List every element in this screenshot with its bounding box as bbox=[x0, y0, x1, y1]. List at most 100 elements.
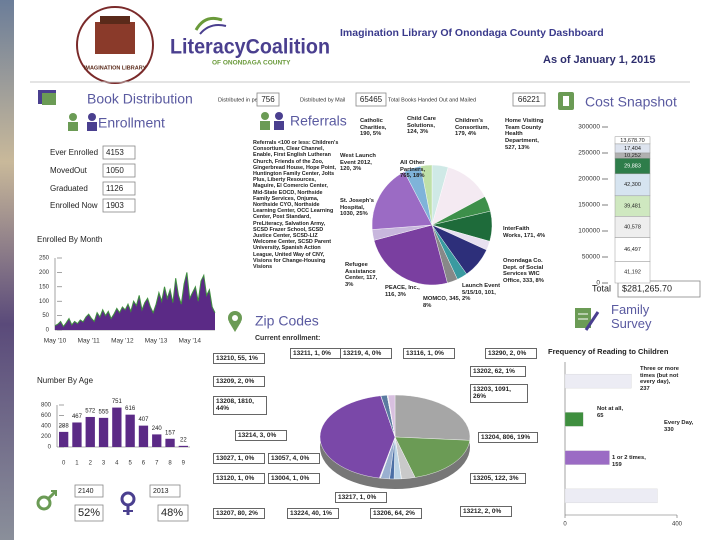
bar bbox=[564, 373, 632, 389]
slice-label: 13224, 40, 1% bbox=[287, 508, 339, 520]
survey-icon bbox=[575, 308, 600, 331]
segment-label: 13,678.70 bbox=[620, 138, 644, 144]
bar-label: Three or more times (but not every day),… bbox=[640, 366, 679, 392]
y-tick-label: 50 bbox=[42, 313, 49, 319]
value-box bbox=[102, 198, 136, 213]
value-box bbox=[74, 484, 104, 498]
x-tick-label: 7 bbox=[155, 461, 159, 467]
x-tick-label: 6 bbox=[142, 461, 146, 467]
value-label: 467 bbox=[72, 414, 83, 420]
x-tick-label: 9 bbox=[182, 461, 186, 467]
bar bbox=[152, 434, 162, 447]
segment-label: 10,252 bbox=[624, 153, 641, 159]
slice-label: 13219, 4, 0% bbox=[340, 348, 392, 360]
bar bbox=[178, 445, 189, 447]
slice-label: 13004, 1, 0% bbox=[268, 473, 320, 485]
pie-slice bbox=[319, 395, 396, 479]
x-tick-label: 1 bbox=[75, 461, 79, 467]
pie-slice bbox=[394, 394, 471, 441]
dashboard-title: Imagination Library Of Onondaga County D… bbox=[340, 27, 604, 39]
slice-label: 13209, 2, 0% bbox=[213, 376, 265, 388]
bar bbox=[112, 407, 122, 447]
y-tick-label: 400 bbox=[41, 424, 52, 430]
slice-label: 13203, 1091, 26% bbox=[470, 384, 528, 403]
segment-label: 46,497 bbox=[624, 247, 641, 253]
x-tick-label: 8 bbox=[168, 461, 172, 467]
bar-label: 1 or 2 times, 159 bbox=[612, 455, 646, 468]
slice-label: InterFaith Works, 171, 4% bbox=[503, 226, 546, 239]
field-label: Distributed in person bbox=[218, 97, 268, 103]
y-tick-label: 250000 bbox=[578, 150, 600, 157]
x-tick-label: 5 bbox=[128, 461, 132, 467]
y-tick-label: 0 bbox=[46, 328, 50, 334]
logo-swoosh bbox=[194, 16, 223, 31]
gender-percent: 48% bbox=[161, 507, 183, 519]
segment-label: 17,404 bbox=[624, 146, 641, 152]
slice-label: Catholic Charities, 190, 5% bbox=[360, 118, 387, 138]
slice-label: All Other Partners, 765, 18% bbox=[400, 160, 426, 180]
total-label: Total bbox=[592, 283, 611, 293]
slice-label: 13208, 1810, 44% bbox=[213, 396, 267, 415]
value-label: 616 bbox=[125, 406, 136, 412]
slice-label: 13027, 1, 0% bbox=[213, 453, 265, 465]
female-icon bbox=[120, 491, 136, 515]
x-tick-label: May '11 bbox=[78, 338, 100, 345]
section-title: Book Distribution bbox=[87, 91, 193, 107]
slice-label: Home Visiting Team County Health Departm… bbox=[505, 118, 544, 151]
y-tick-label: 0 bbox=[596, 280, 600, 287]
value-box bbox=[149, 484, 181, 498]
referral-note: Referrals <100 or less: Children's Conso… bbox=[253, 140, 339, 271]
value-box bbox=[102, 181, 136, 196]
slice-label: 13206, 64, 2% bbox=[370, 508, 422, 520]
row-label: Graduated bbox=[50, 184, 88, 193]
slice-label: Refugee Assistance Center, 117, 3% bbox=[345, 262, 378, 288]
gender-count: 2140 bbox=[78, 488, 94, 495]
value-label: 288 bbox=[59, 423, 70, 429]
value-box bbox=[256, 92, 280, 107]
dashboard-date: As of January 1, 2015 bbox=[543, 54, 656, 66]
people-icon bbox=[68, 113, 97, 131]
section-title: Cost Snapshot bbox=[585, 94, 677, 110]
bar bbox=[165, 438, 175, 447]
y-tick-label: 300000 bbox=[578, 124, 600, 131]
slice-label: PEACE, Inc., 116, 3% bbox=[385, 285, 420, 298]
value-box bbox=[355, 92, 387, 107]
x-tick-label: 0 bbox=[62, 461, 66, 467]
slice-label: St. Joseph's Hospital, 1030, 25% bbox=[340, 198, 374, 218]
logo-swoosh bbox=[199, 24, 227, 35]
badge-text: IMAGINATION LIBRARY bbox=[84, 65, 147, 71]
x-tick-label: 0 bbox=[563, 522, 567, 528]
segment-label: 41,192 bbox=[624, 270, 641, 276]
value-label: 22 bbox=[180, 437, 187, 443]
value-label: 572 bbox=[85, 409, 96, 415]
section-title: Zip Codes bbox=[255, 313, 319, 329]
y-tick-label: 0 bbox=[48, 445, 52, 451]
x-tick-label: 2 bbox=[89, 461, 93, 467]
badge-building bbox=[95, 22, 135, 54]
field-value: 756 bbox=[261, 95, 275, 104]
bar bbox=[72, 422, 82, 447]
y-tick-label: 150 bbox=[39, 284, 50, 290]
value-box bbox=[512, 92, 546, 107]
chart-title: Number By Age bbox=[37, 376, 94, 385]
slice-label: Onondaga Co. Dept. of Social Services WI… bbox=[503, 258, 544, 284]
row-label: Enrolled Now bbox=[50, 201, 98, 210]
value-label: 555 bbox=[99, 409, 110, 415]
segment-label: 29,883 bbox=[624, 163, 641, 169]
bar-segment bbox=[614, 237, 651, 262]
y-tick-label: 100 bbox=[39, 299, 50, 305]
row-label: Ever Enrolled bbox=[50, 148, 98, 157]
y-tick-label: 50000 bbox=[582, 254, 600, 261]
bar bbox=[564, 412, 584, 427]
referral-icon bbox=[260, 112, 284, 130]
slice-label: 13210, 55, 1% bbox=[213, 353, 265, 365]
slice-label: 13120, 1, 0% bbox=[213, 473, 265, 485]
slice-label: Child Care Solutions, 124, 3% bbox=[407, 116, 436, 136]
pie-slice bbox=[373, 224, 448, 286]
y-tick-label: 600 bbox=[41, 413, 52, 419]
slice-label: 13290, 2, 0% bbox=[485, 348, 537, 360]
value-label: 407 bbox=[138, 417, 149, 423]
cost-icon bbox=[558, 92, 574, 110]
section-title: Referrals bbox=[290, 113, 347, 129]
